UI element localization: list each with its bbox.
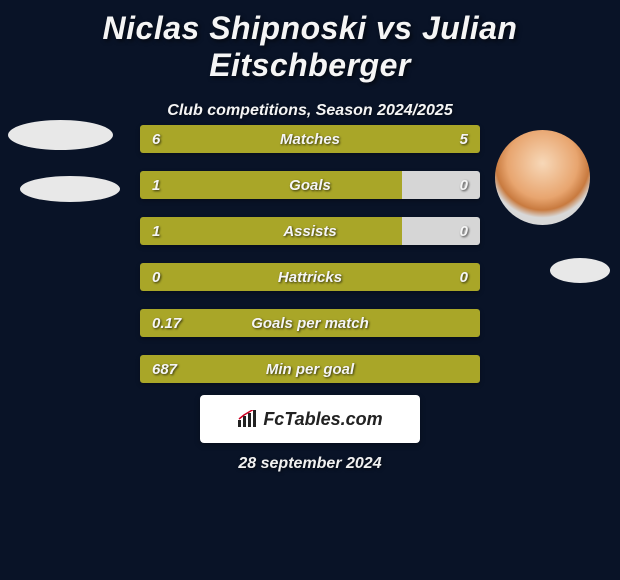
bar-value-right: 0	[460, 171, 468, 199]
bar-label: Goals per match	[140, 309, 480, 337]
bar-value-right: 5	[460, 125, 468, 153]
logo-box: FcTables.com	[200, 395, 420, 443]
chart-icon	[237, 410, 259, 428]
date-line: 28 september 2024	[0, 455, 620, 473]
bar-value-left: 1	[152, 171, 160, 199]
page-title: Niclas Shipnoski vs Julian Eitschberger	[0, 0, 620, 84]
bar-value-left: 1	[152, 217, 160, 245]
stat-bar: Hattricks0 0	[140, 263, 480, 291]
stat-bar: Goals per match0.17	[140, 309, 480, 337]
bar-value-left: 687	[152, 355, 177, 383]
stat-bar: Goals1 0	[140, 171, 480, 199]
player-left-avatar	[8, 120, 113, 150]
player-right-avatar	[495, 130, 590, 225]
stat-bar: Assists1 0	[140, 217, 480, 245]
bar-label: Assists	[140, 217, 480, 245]
logo-text: FcTables.com	[237, 409, 382, 430]
bar-label: Goals	[140, 171, 480, 199]
bar-label: Matches	[140, 125, 480, 153]
bar-value-left: 0.17	[152, 309, 181, 337]
stat-bar: Matches6 5	[140, 125, 480, 153]
bar-value-right: 0	[460, 217, 468, 245]
player-right-team-badge	[550, 258, 610, 283]
player-left-team-badge	[20, 176, 120, 202]
logo-label: FcTables.com	[263, 409, 382, 430]
comparison-bars: Matches65Goals10Assists10Hattricks00Goal…	[140, 125, 480, 401]
bar-value-left: 0	[152, 263, 160, 291]
bar-value-right: 0	[460, 263, 468, 291]
bar-label: Min per goal	[140, 355, 480, 383]
bar-value-left: 6	[152, 125, 160, 153]
stat-bar: Min per goal687	[140, 355, 480, 383]
bar-label: Hattricks	[140, 263, 480, 291]
subtitle: Club competitions, Season 2024/2025	[0, 102, 620, 120]
